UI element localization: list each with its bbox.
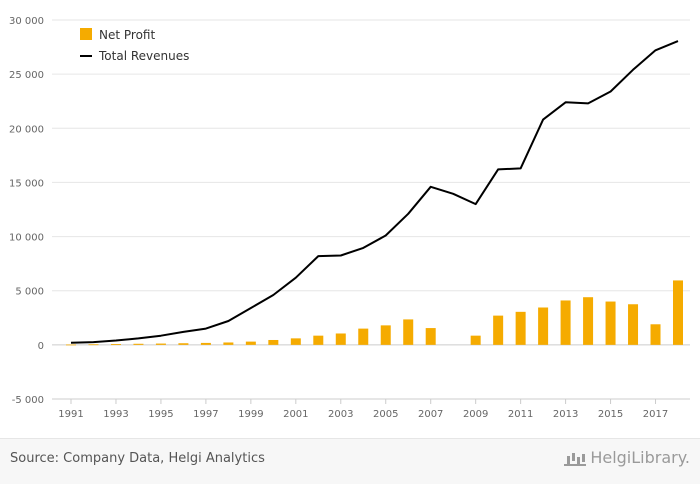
- bar-net-profit: [155, 343, 166, 345]
- legend-swatch-net-profit: [80, 28, 92, 40]
- x-tick-label: 1995: [148, 409, 173, 420]
- x-tick-label: 1997: [193, 409, 218, 420]
- library-icon: [564, 450, 587, 466]
- x-tick-label: 2011: [508, 409, 533, 420]
- bar-net-profit: [358, 328, 369, 345]
- y-tick-label: 0: [38, 341, 44, 352]
- x-tick-label: 2017: [643, 409, 668, 420]
- footer: Source: Company Data, Helgi Analytics He…: [0, 438, 700, 484]
- x-tick-label: 2003: [328, 409, 353, 420]
- x-tick-label: 1999: [238, 409, 263, 420]
- bar-net-profit: [66, 344, 76, 346]
- bar-net-profit: [538, 307, 549, 345]
- bar-net-profit: [110, 343, 121, 345]
- x-tick-label: 2007: [418, 409, 443, 420]
- bar-net-profit: [493, 315, 504, 345]
- bar-net-profit: [380, 325, 391, 345]
- bar-net-profit: [88, 344, 99, 346]
- legend-label-total-revenues: Total Revenues: [98, 49, 189, 63]
- legend-label-net-profit: Net Profit: [99, 28, 155, 42]
- x-tick-label: 1991: [58, 409, 83, 420]
- bar-net-profit: [605, 301, 616, 345]
- y-tick-label: 5 000: [15, 287, 44, 298]
- y-tick-label: 10 000: [9, 233, 44, 244]
- x-tick-label: 2001: [283, 409, 308, 420]
- y-tick-label: 20 000: [9, 124, 44, 135]
- bar-net-profit: [650, 324, 661, 345]
- y-tick-label: 30 000: [9, 16, 44, 27]
- line-total-revenues: [70, 40, 679, 344]
- bar-net-profit: [335, 333, 346, 345]
- y-tick-label: 25 000: [9, 70, 44, 81]
- x-tick-label: 2013: [553, 409, 578, 420]
- bar-net-profit: [515, 311, 526, 345]
- y-tick-label: 15 000: [9, 178, 44, 189]
- logo-text: HelgiLibrary.: [590, 448, 690, 467]
- bar-net-profit: [403, 319, 414, 345]
- y-tick-label: -5 000: [12, 395, 44, 406]
- bar-net-profit: [583, 297, 594, 345]
- bar-net-profit: [628, 304, 639, 345]
- bar-net-profit: [200, 342, 211, 345]
- bar-net-profit: [673, 280, 683, 345]
- bar-net-profit: [425, 328, 436, 345]
- x-tick-label: 2015: [598, 409, 623, 420]
- x-tick-label: 1993: [103, 409, 128, 420]
- x-tick-label: 2005: [373, 409, 398, 420]
- bar-net-profit: [560, 300, 571, 345]
- bar-net-profit: [223, 342, 234, 345]
- bar-net-profit: [268, 339, 279, 345]
- bar-net-profit: [133, 343, 144, 345]
- bar-net-profit: [290, 338, 301, 345]
- legend: Net Profit Total Revenues: [80, 28, 189, 63]
- bar-net-profit: [178, 343, 189, 345]
- helgi-library-logo: HelgiLibrary.: [564, 448, 690, 467]
- source-note: Source: Company Data, Helgi Analytics: [10, 451, 265, 466]
- bar-net-profit: [313, 335, 324, 345]
- chart-plot: -5 000 0 5 000 10 000 15 000 20 000 25 000 30 0…: [9, 16, 690, 420]
- bar-net-profit: [245, 341, 256, 345]
- bar-net-profit: [470, 335, 481, 345]
- x-tick-label: 2009: [463, 409, 488, 420]
